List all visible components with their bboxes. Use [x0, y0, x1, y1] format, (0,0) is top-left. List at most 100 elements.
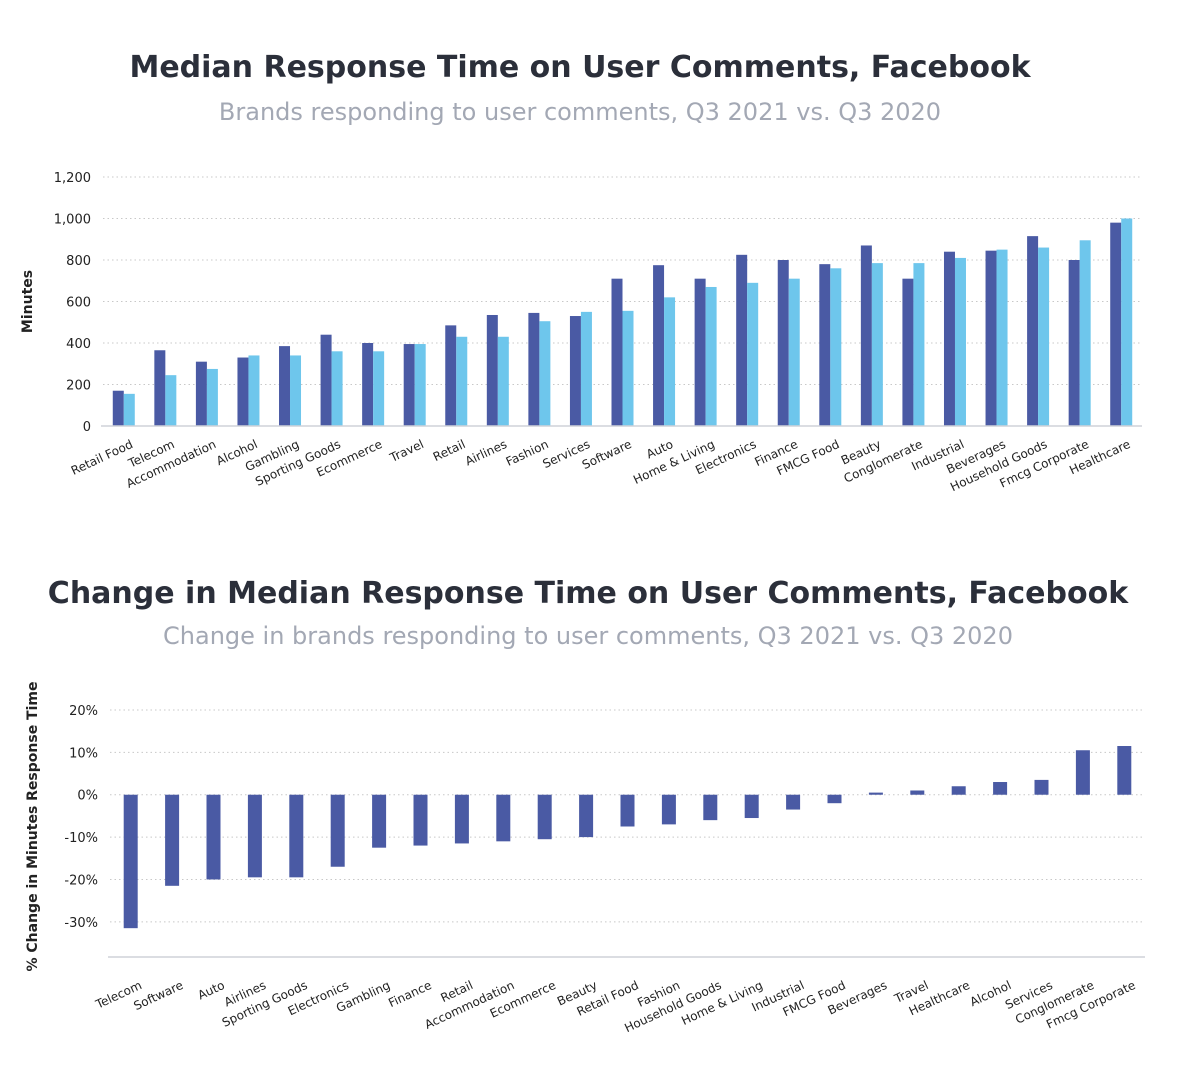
bar	[868, 792, 883, 795]
bar	[154, 350, 166, 426]
bar	[279, 346, 291, 426]
bar	[736, 254, 748, 426]
bar	[827, 794, 842, 804]
bar	[611, 278, 623, 426]
bar	[664, 297, 676, 426]
y-tick-label: 400	[66, 337, 91, 352]
bar	[1038, 247, 1050, 426]
y-tick-label: 1,000	[54, 213, 91, 228]
x-tick-label: Retail	[431, 437, 468, 464]
chart1-title: Median Response Time on User Comments, F…	[129, 50, 1031, 85]
bar	[289, 794, 304, 878]
bar	[330, 794, 345, 867]
bar	[744, 794, 759, 819]
y-tick-label: -20%	[64, 873, 98, 888]
y-tick-label: 0%	[77, 789, 98, 804]
bar	[910, 790, 925, 795]
bar	[579, 794, 594, 838]
bar	[123, 794, 138, 929]
bar	[290, 355, 302, 426]
chart1-subtitle: Brands responding to user comments, Q3 2…	[218, 98, 942, 126]
bar	[620, 794, 635, 827]
bar	[247, 794, 262, 878]
y-tick-label: 600	[66, 296, 91, 311]
y-tick-label: 800	[66, 254, 91, 269]
bar	[871, 263, 883, 426]
bar	[1034, 779, 1049, 795]
bar	[580, 311, 592, 426]
bar	[528, 312, 540, 426]
bar	[943, 251, 955, 426]
bar	[1121, 218, 1133, 426]
chart2-title: Change in Median Response Time on User C…	[47, 576, 1129, 611]
bar	[1117, 746, 1132, 795]
change-response-time-chart: 20% 10% 0% -10% -20% -30% % Change in Minutes …	[25, 682, 1145, 1035]
bar	[951, 786, 966, 795]
bar	[777, 260, 789, 426]
bar	[165, 794, 180, 886]
bar	[788, 278, 800, 426]
bar	[786, 794, 801, 810]
bar	[372, 794, 387, 848]
bar	[248, 355, 260, 426]
y-tick-label: -30%	[64, 916, 98, 931]
bar	[954, 257, 966, 426]
y-tick-label: 20%	[69, 704, 98, 719]
bar	[331, 351, 343, 426]
bar	[165, 375, 177, 426]
bar	[123, 393, 135, 426]
bar	[993, 782, 1008, 795]
bar	[537, 794, 552, 840]
y-tick-label: 200	[66, 379, 91, 394]
y-tick-label: 1,200	[54, 171, 91, 186]
bar	[747, 282, 759, 426]
bar	[830, 268, 842, 426]
bar	[112, 390, 124, 426]
x-tick-label: Travel	[387, 437, 426, 465]
bar	[653, 265, 665, 426]
bar	[569, 316, 581, 426]
bar	[860, 245, 872, 426]
y-tick-label: 0	[83, 420, 91, 435]
bar	[403, 344, 415, 426]
chart2-subtitle: Change in brands responding to user comm…	[163, 622, 1013, 650]
bar	[1075, 750, 1090, 795]
bar	[445, 325, 457, 426]
bar	[454, 794, 469, 844]
bar	[195, 361, 207, 426]
bar	[913, 263, 925, 426]
y-tick-label: -10%	[64, 831, 98, 846]
bar	[1027, 236, 1039, 426]
bar	[703, 794, 718, 821]
bar	[486, 314, 498, 426]
bar	[414, 344, 426, 426]
bar	[497, 336, 509, 426]
y-axis-label: Minutes	[20, 270, 36, 333]
bar	[1110, 222, 1122, 426]
bar	[373, 351, 385, 426]
bar	[819, 264, 831, 426]
bar	[694, 278, 706, 426]
x-tick-label: Finance	[386, 978, 434, 1010]
bar	[362, 343, 374, 426]
bar	[413, 794, 428, 846]
bar	[902, 278, 914, 426]
y-tick-label: 10%	[69, 746, 98, 761]
x-tick-label: Airlines	[463, 437, 509, 468]
bar	[705, 286, 717, 426]
bar	[1079, 240, 1091, 426]
bar	[1068, 260, 1080, 426]
bar	[539, 321, 551, 426]
bar	[622, 310, 634, 426]
bar	[496, 794, 511, 842]
y-axis-label: % Change in Minutes Response Time	[25, 682, 41, 972]
bar	[996, 249, 1008, 426]
bar	[661, 794, 676, 825]
bar	[237, 357, 249, 426]
bar	[206, 368, 218, 426]
bar	[985, 250, 997, 426]
bar	[456, 336, 468, 426]
bar	[206, 794, 221, 880]
bar	[320, 334, 332, 426]
